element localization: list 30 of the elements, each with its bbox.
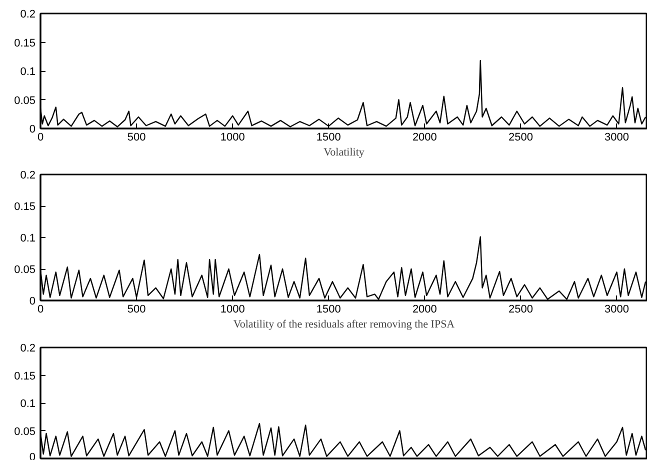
x-tick-label: 2000 xyxy=(412,132,437,144)
y-tick-label: 0.15 xyxy=(14,37,36,50)
y-tick-label: 0 xyxy=(29,124,36,136)
y-tick-label: 0.15 xyxy=(14,201,36,213)
y-tick-label: 0.1 xyxy=(20,398,36,410)
y-tick-label: 0.1 xyxy=(20,66,36,78)
x-tick-label: 1500 xyxy=(316,304,341,316)
x-tick-label: 1000 xyxy=(220,304,245,316)
y-tick-label: 0.2 xyxy=(20,342,36,354)
y-tick-label: 0.2 xyxy=(20,170,36,182)
x-tick-label: 1500 xyxy=(316,132,341,144)
x-tick-label: 0 xyxy=(37,132,44,144)
y-tick-label: 0.05 xyxy=(14,264,36,276)
x-tick-label: 1000 xyxy=(220,132,245,144)
y-tick-label: 0.05 xyxy=(14,426,36,438)
x-tick-label: 500 xyxy=(127,304,146,316)
x-tick-label: 2000 xyxy=(412,304,437,316)
y-tick-label: 0.2 xyxy=(20,8,36,20)
y-tick-label: 0.15 xyxy=(14,370,36,382)
y-tick-label: 0 xyxy=(29,296,36,308)
x-tick-label: 0 xyxy=(37,304,44,316)
y-tick-label: 0.1 xyxy=(20,232,36,244)
x-tick-label: 2500 xyxy=(508,304,533,316)
x-axis-title: Volatility of the residuals after removing the IPSA xyxy=(233,318,455,330)
y-tick-label: 0.05 xyxy=(14,94,36,107)
x-tick-label: 3000 xyxy=(604,304,630,316)
x-tick-label: 500 xyxy=(127,132,146,144)
x-axis-title: Volatility xyxy=(324,146,365,158)
x-tick-label: 3000 xyxy=(604,132,630,144)
x-tick-label: 2500 xyxy=(508,132,533,144)
